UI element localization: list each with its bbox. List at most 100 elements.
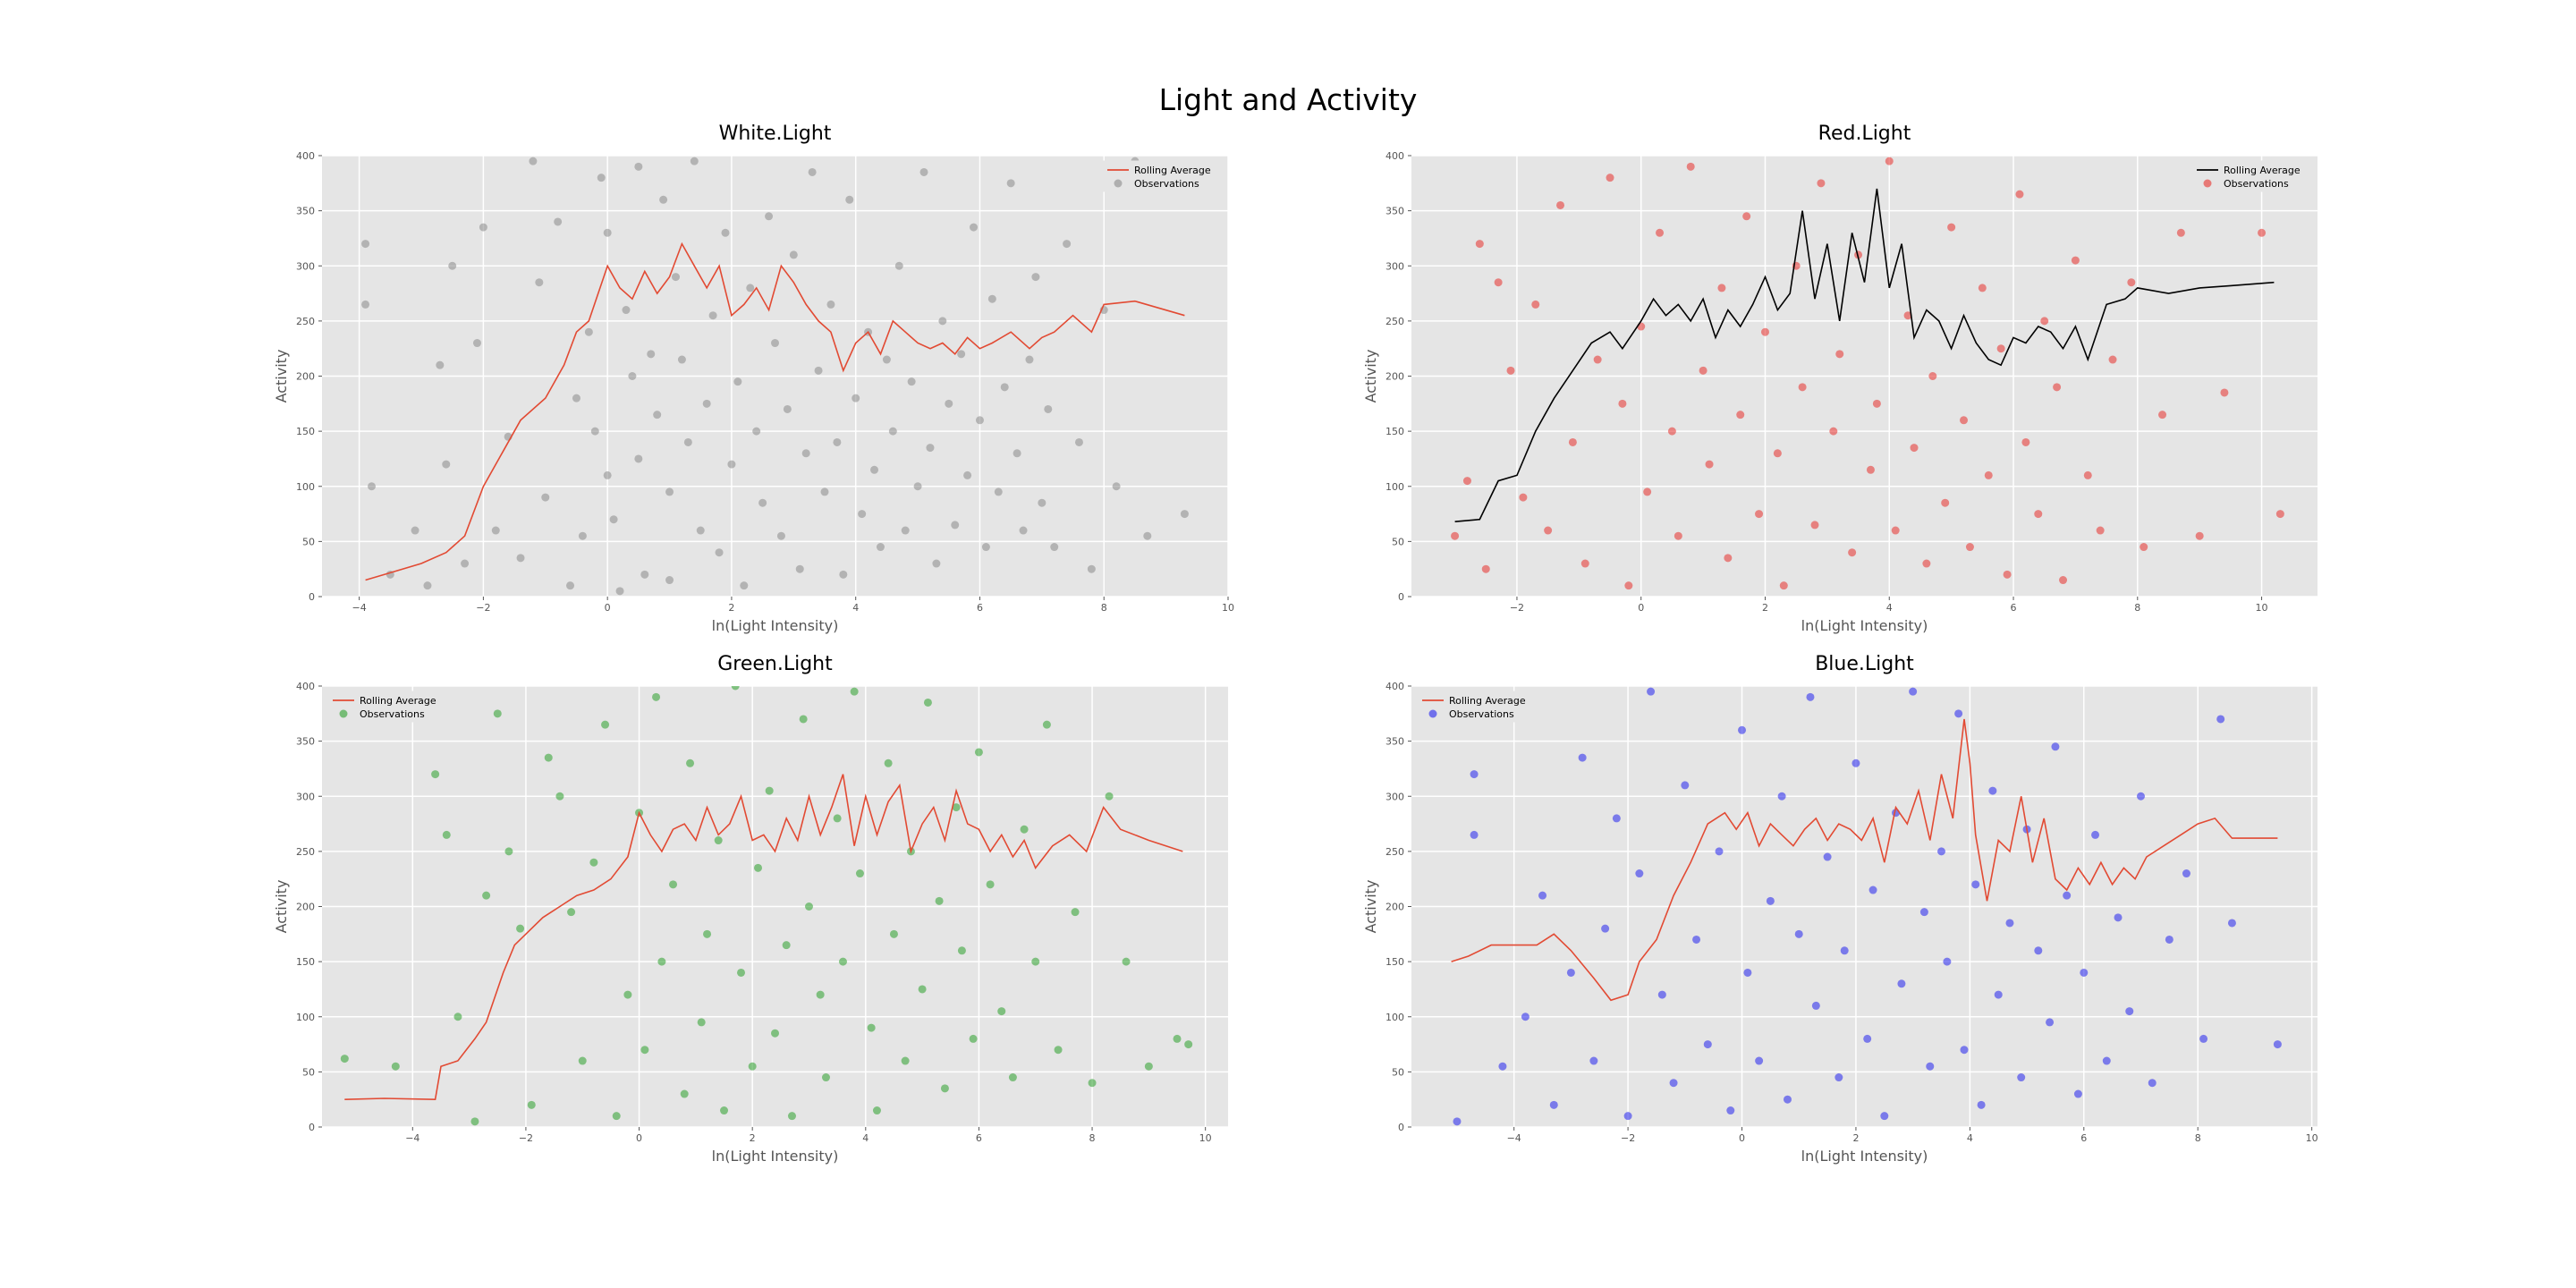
- observation-point: [1994, 990, 2003, 999]
- observation-point: [1657, 990, 1666, 999]
- observation-point: [1593, 355, 1602, 364]
- rolling-average-line: [365, 242, 1185, 581]
- observation-point: [708, 311, 717, 320]
- observation-point: [612, 1112, 621, 1121]
- observation-point: [1903, 311, 1912, 320]
- observation-point: [714, 836, 723, 845]
- observation-point: [640, 570, 649, 579]
- observation-point: [442, 460, 451, 469]
- legend-box: [1101, 160, 1224, 192]
- observation-point: [572, 394, 580, 402]
- observation-point: [1960, 416, 1969, 425]
- observation-point: [1692, 935, 1701, 944]
- observation-point: [852, 394, 860, 402]
- observation-point: [1624, 581, 1633, 590]
- legend-marker-swatch: [2203, 179, 2212, 188]
- y-tick-label: 150: [1385, 956, 1404, 968]
- y-tick-label: 300: [1385, 260, 1404, 272]
- observation-point: [1667, 427, 1676, 436]
- observation-point: [1783, 1095, 1792, 1104]
- observation-point: [957, 946, 966, 955]
- observation-point: [671, 273, 680, 282]
- observation-point: [918, 985, 927, 994]
- observation-point: [690, 157, 699, 165]
- observation-point: [578, 531, 587, 540]
- observation-point: [765, 212, 774, 221]
- observation-point: [1462, 477, 1471, 486]
- observation-point: [1971, 880, 1980, 889]
- observation-point: [838, 957, 847, 966]
- x-axis-label: ln(Light Intensity): [1801, 617, 1928, 634]
- y-tick-label: 300: [1385, 791, 1404, 802]
- observation-point: [765, 786, 774, 795]
- y-tick-label: 250: [296, 846, 315, 858]
- observation-point: [482, 891, 491, 900]
- y-tick-label: 200: [1385, 371, 1404, 383]
- observation-point: [1806, 692, 1815, 701]
- observation-point: [799, 715, 808, 724]
- plot-area: [1451, 157, 2284, 590]
- observation-point: [1811, 1001, 1820, 1010]
- observation-point: [1926, 1062, 1935, 1071]
- legend-box: [2190, 160, 2313, 192]
- observation-point: [894, 261, 903, 270]
- observation-point: [1703, 1040, 1712, 1049]
- y-tick-label: 0: [1398, 1122, 1404, 1133]
- observation-point: [470, 1117, 479, 1126]
- observation-point: [1088, 1079, 1097, 1088]
- x-tick-label: 10: [1222, 602, 1234, 614]
- observation-point: [795, 564, 804, 573]
- chart-panel: −4 −2 0 2 4 6 8 10050100150200250300350400White…: [273, 123, 1234, 634]
- observation-point: [516, 554, 525, 563]
- observation-point: [2182, 869, 2190, 878]
- y-tick-label: 350: [1385, 736, 1404, 748]
- observation-point: [461, 559, 470, 568]
- chart-panel: −2 0 2 4 6 8 10050100150200250300350400Red.Lig…: [1362, 123, 2318, 634]
- observation-point: [876, 543, 885, 552]
- observation-point: [2040, 317, 2049, 326]
- observation-point: [2127, 278, 2136, 287]
- rolling-average-line: [1454, 188, 2275, 522]
- observation-point: [1618, 399, 1627, 408]
- x-tick-label: 0: [1638, 602, 1644, 614]
- observation-point: [776, 531, 785, 540]
- observation-point: [2015, 190, 2024, 199]
- observation-point: [2102, 1056, 2111, 1065]
- observation-point: [938, 317, 947, 326]
- observation-point: [601, 720, 610, 729]
- observation-point: [2227, 919, 2236, 928]
- observation-point: [493, 709, 502, 718]
- observation-point: [1042, 720, 1051, 729]
- x-tick-label: 0: [1739, 1132, 1745, 1144]
- x-tick-label: 2: [750, 1132, 756, 1144]
- observation-point: [1566, 968, 1575, 977]
- observation-point: [850, 687, 859, 696]
- observation-point: [2080, 968, 2089, 977]
- observation-point: [907, 377, 916, 386]
- x-tick-label: 8: [2134, 602, 2140, 614]
- y-tick-label: 250: [1385, 316, 1404, 327]
- observation-point: [1031, 957, 1040, 966]
- observation-point: [1556, 200, 1565, 209]
- observation-point: [740, 581, 749, 590]
- chart-panel: −4 −2 0 2 4 6 8 10050100150200250300350400Green…: [273, 653, 1228, 1165]
- observation-point: [1755, 1056, 1764, 1065]
- observation-point: [1863, 1034, 1872, 1043]
- observation-point: [1143, 531, 1152, 540]
- observation-point: [436, 360, 445, 369]
- y-tick-label: 100: [1385, 481, 1404, 493]
- y-tick-label: 100: [296, 1012, 315, 1023]
- observation-point: [771, 339, 779, 348]
- observation-point: [634, 454, 643, 463]
- x-tick-label: −4: [1507, 1132, 1521, 1144]
- x-tick-label: −2: [1510, 602, 1524, 614]
- observation-point: [361, 300, 370, 309]
- observation-point: [1580, 559, 1589, 568]
- plot-area: [340, 686, 1193, 1126]
- y-tick-label: 50: [302, 1066, 315, 1078]
- x-tick-label: −4: [352, 602, 367, 614]
- legend-label-observations: Observations: [1449, 708, 1514, 720]
- y-tick-label: 0: [309, 1122, 315, 1133]
- observation-point: [2083, 470, 2092, 479]
- observation-point: [2220, 388, 2229, 397]
